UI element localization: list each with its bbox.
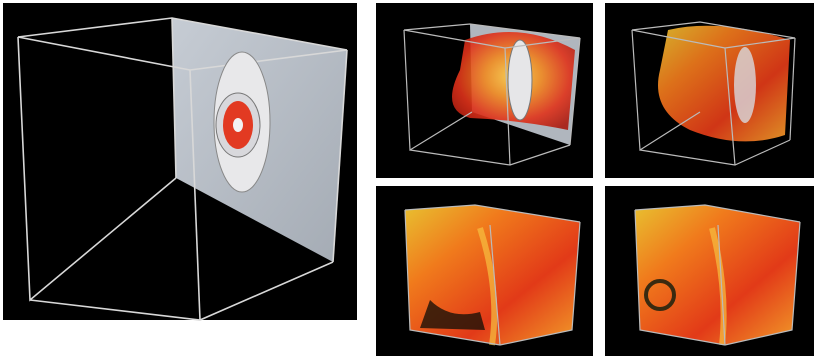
figure: [0, 0, 816, 358]
fan-hub: [233, 118, 243, 132]
fan: [508, 40, 532, 120]
page: {} html, body { margin: 0; padding: 0; b…: [0, 0, 816, 358]
body: (() => { const data = JSON.parse(documen…: [0, 0, 816, 358]
fan: [734, 47, 756, 123]
